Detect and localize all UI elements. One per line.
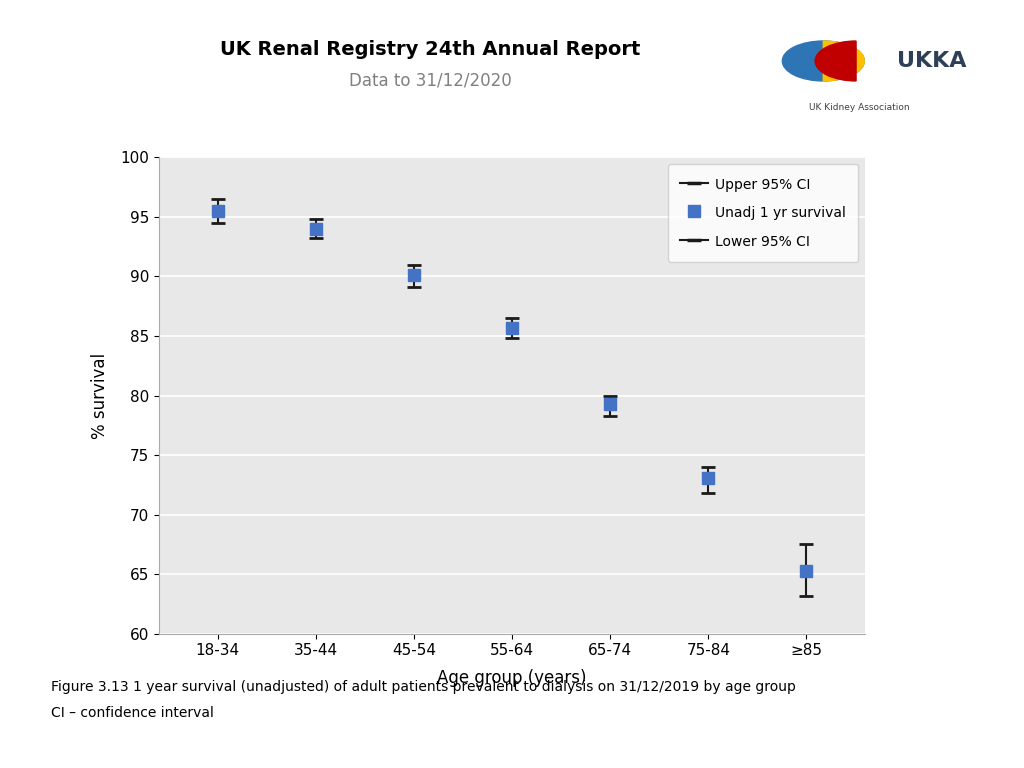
Text: UK Renal Registry 24th Annual Report: UK Renal Registry 24th Annual Report: [220, 41, 640, 59]
X-axis label: Age group (years): Age group (years): [437, 670, 587, 687]
Text: Data to 31/12/2020: Data to 31/12/2020: [349, 71, 511, 90]
Text: UK Kidney Association: UK Kidney Association: [809, 104, 909, 112]
Wedge shape: [815, 41, 856, 81]
Text: Figure 3.13 1 year survival (unadjusted) of adult patients prevalent to dialysis: Figure 3.13 1 year survival (unadjusted)…: [51, 680, 796, 694]
Circle shape: [782, 41, 864, 81]
Legend: Upper 95% CI, Unadj 1 yr survival, Lower 95% CI: Upper 95% CI, Unadj 1 yr survival, Lower…: [668, 164, 858, 262]
Wedge shape: [823, 41, 864, 81]
Y-axis label: % survival: % survival: [91, 353, 109, 439]
Text: CI – confidence interval: CI – confidence interval: [51, 706, 214, 720]
Text: UKKA: UKKA: [897, 51, 967, 71]
